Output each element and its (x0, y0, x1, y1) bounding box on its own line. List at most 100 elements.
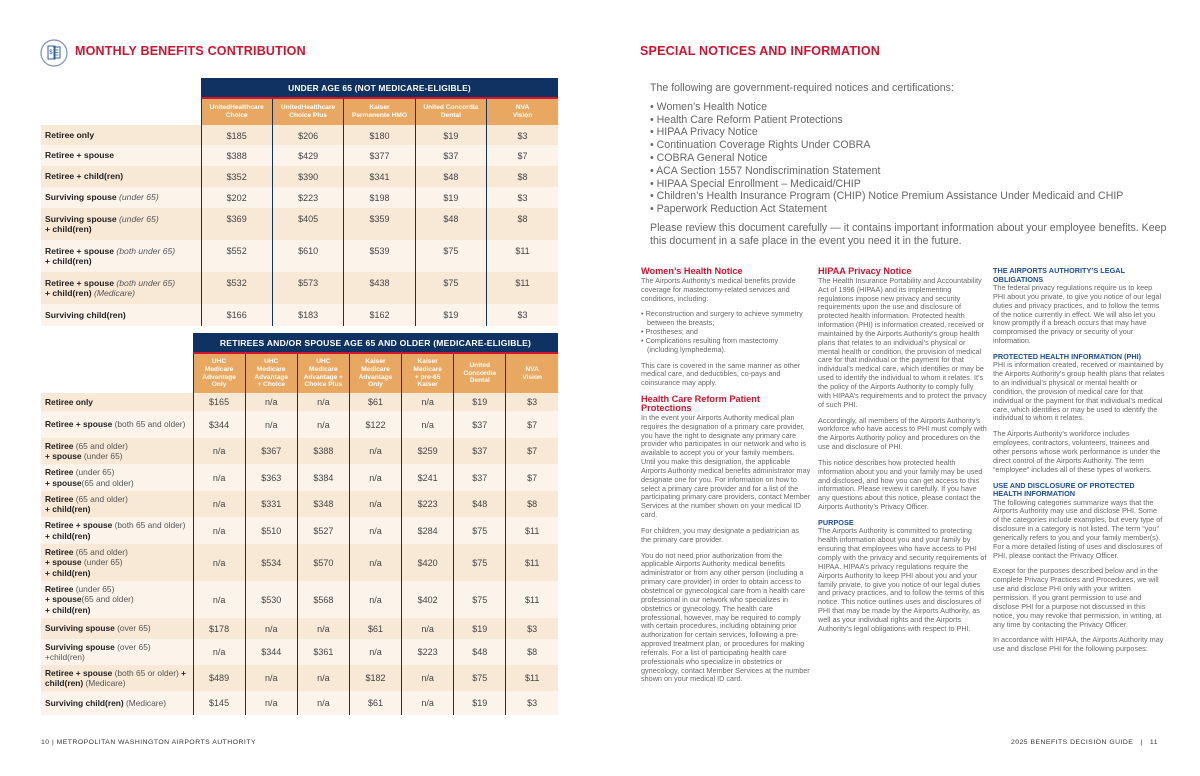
contribution-value: $568 (296, 581, 350, 618)
row-label: Retiree + spouse (both 65 and older) (41, 411, 193, 438)
contribution-value: n/a (296, 411, 350, 438)
contribution-value: $11 (505, 517, 558, 544)
column-header: UHC Medicare Advantage Only (192, 353, 246, 393)
contribution-value: $162 (343, 304, 416, 326)
notice-item: COBRA General Notice (650, 152, 1170, 165)
paragraph: This care is covered in the same manner … (641, 360, 801, 388)
row-label: Retiree + spouse (both 65 or older) + ch… (41, 665, 193, 691)
contribution-value: n/a (296, 618, 350, 639)
contribution-value: $527 (296, 517, 350, 544)
contribution-value: $7 (486, 145, 558, 166)
row-label-part: Retiree (45, 467, 76, 477)
row-label-part: + child(ren) (45, 224, 92, 234)
contribution-value: n/a (244, 393, 298, 411)
row-label: Surviving spouse (under 65) + child(ren) (41, 208, 201, 240)
contribution-value: n/a (348, 581, 402, 618)
contribution-value: $75 (453, 581, 506, 618)
row-label-part: + child(ren) (45, 504, 91, 514)
contribution-value: $198 (343, 187, 416, 208)
contribution-value: $202 (200, 187, 273, 208)
row-label-part: + child(ren) (45, 667, 187, 689)
contribution-value: $259 (401, 438, 454, 464)
contribution-value: n/a (192, 491, 246, 517)
row-label: Retiree (under 65) + spouse(65 and older… (41, 464, 193, 491)
text-column-1: Women’s Health Notice The Airports Author… (641, 266, 811, 691)
contribution-value: $19 (453, 691, 506, 715)
contribution-value: $3 (505, 618, 558, 639)
column-header: United Concordia Dental (453, 353, 506, 393)
contribution-value: $539 (343, 240, 416, 272)
contribution-value: $223 (271, 187, 344, 208)
contribution-value: $178 (192, 618, 246, 639)
row-label-part: + child(ren) (45, 288, 94, 298)
contribution-value: $145 (192, 691, 246, 715)
contribution-value: $11 (505, 665, 558, 691)
section-heading: PROTECTED HEALTH INFORMATION (PHI) (993, 351, 1142, 361)
contribution-value: $75 (414, 272, 487, 304)
bullet-list: Reconstruction and surgery to achieve sy… (641, 310, 811, 354)
row-label-part: (both 65 and older) (114, 520, 186, 530)
contribution-value: $363 (244, 464, 298, 491)
contribution-value: $429 (271, 145, 344, 166)
text-column-2: HIPAA Privacy Notice The Health Insurance… (818, 266, 988, 641)
row-label: Retiree only (41, 393, 193, 411)
contribution-value: n/a (244, 411, 298, 438)
row-label-part: (under 65) (119, 192, 159, 203)
contribution-value: $166 (200, 304, 273, 326)
row-label-part: Retiree + spouse (45, 150, 115, 161)
contribution-value: $359 (343, 208, 416, 240)
contribution-value: $388 (296, 438, 350, 464)
section-heading: HIPAA Privacy Notice (818, 266, 912, 276)
row-label-part: Retiree only (45, 129, 95, 140)
contribution-value: $3 (486, 304, 558, 326)
contribution-value: $348 (296, 491, 350, 517)
row-label: Retiree (65 and older) + spouse (under 6… (41, 438, 193, 464)
row-label-part: + spouse (45, 477, 82, 488)
table-row: Surviving child(ren) (Medicare) $145 n/a n/… (41, 691, 558, 715)
contribution-value: $352 (200, 166, 273, 187)
contribution-value: $8 (505, 639, 558, 665)
section-heading: PURPOSE (818, 517, 854, 527)
contribution-value: $48 (453, 639, 506, 665)
contribution-value: $284 (401, 517, 454, 544)
column-header: Kaiser Medicare Advantage Only (348, 353, 402, 393)
row-label-part: Retiree only (45, 396, 93, 407)
table-row: Retiree + spouse (both 65 or older) + ch… (41, 665, 558, 691)
column-header: UnitedHealthcare Choice (200, 98, 273, 125)
column-header: Kaiser Permanente HMO (343, 98, 416, 125)
contribution-value: n/a (192, 581, 246, 618)
row-label-part: Retiree + spouse (45, 277, 117, 288)
contribution-value: $61 (348, 691, 402, 715)
row-label-part: Retiree + spouse (45, 245, 117, 256)
row-label-part: (65 and older) (75, 546, 128, 557)
column-header-row: UnitedHealthcare Choice UnitedHealthcare … (41, 98, 558, 125)
section-heading: THE AIRPORTS AUTHORITY’S LEGAL OBLIGATIO… (993, 266, 1125, 284)
notice-item: Women’s Health Notice (650, 101, 1170, 114)
row-label-part: (65 and older) (81, 477, 134, 488)
under-65-contribution-table: UNDER AGE 65 (NOT MEDICARE-ELIGIBLE) Unit… (41, 78, 558, 326)
table-row: Surviving spouse (under 65) $202 $223 $198 $… (41, 187, 558, 208)
contribution-value: n/a (401, 393, 454, 411)
contribution-value: $11 (505, 581, 558, 618)
contribution-value: $48 (453, 491, 506, 517)
row-label-part: (both under 65) (116, 277, 176, 288)
table-row: Retiree (65 and older) + spouse (under 6… (41, 544, 558, 581)
contribution-value: $180 (343, 125, 416, 145)
table-row: Surviving child(ren) $166 $183 $162 $19 $3 (41, 304, 558, 326)
row-label: Surviving child(ren) (41, 304, 201, 326)
table-row: Surviving spouse (over 65) $178 n/a n/a $61 n… (41, 618, 558, 639)
table-row: Retiree + spouse (both 65 and older) $344… (41, 411, 558, 438)
contribution-value: n/a (192, 639, 246, 665)
paragraph: The Airports Authority’s workforce inclu… (993, 429, 1161, 474)
contribution-value: n/a (244, 665, 298, 691)
contribution-value: n/a (348, 438, 402, 464)
row-label-part: Retiree + spouse (45, 419, 115, 430)
row-label-part: (65 and older) (81, 594, 134, 605)
table-row: Retiree (65 and older) + child(ren) n/a $3… (41, 491, 558, 517)
contribution-value: $438 (343, 272, 416, 304)
row-label-part: Surviving spouse (45, 641, 118, 652)
contribution-value: $573 (271, 272, 344, 304)
row-label: Surviving spouse (under 65) (41, 187, 201, 208)
contribution-value: n/a (348, 544, 402, 581)
contribution-value: $420 (401, 544, 454, 581)
